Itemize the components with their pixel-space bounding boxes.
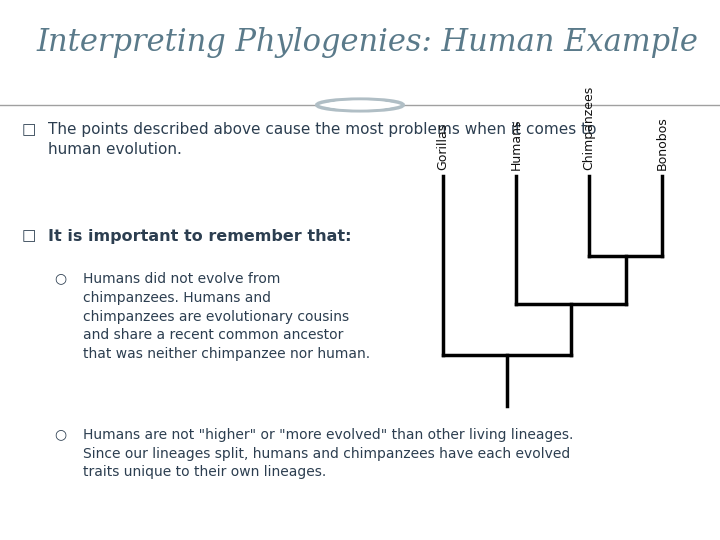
Text: Chimpanzees: Chimpanzees: [582, 85, 595, 170]
Text: Humans are not "higher" or "more evolved" than other living lineages.
Since our : Humans are not "higher" or "more evolved…: [83, 428, 573, 480]
Text: The points described above cause the most problems when it comes to
human evolut: The points described above cause the mos…: [48, 122, 597, 157]
Text: □: □: [22, 228, 36, 244]
Circle shape: [325, 100, 395, 110]
Text: ○: ○: [54, 272, 66, 286]
Text: It is important to remember that:: It is important to remember that:: [48, 228, 352, 244]
Text: Interpreting Phylogenies: Human Example: Interpreting Phylogenies: Human Example: [36, 27, 698, 58]
Text: ○: ○: [54, 428, 66, 442]
Text: Bonobos: Bonobos: [655, 116, 668, 170]
Text: Humans: Humans: [510, 118, 523, 170]
Text: Gorillas: Gorillas: [437, 123, 450, 170]
Text: Humans did not evolve from
chimpanzees. Humans and
chimpanzees are evolutionary : Humans did not evolve from chimpanzees. …: [83, 272, 370, 361]
Text: □: □: [22, 122, 36, 137]
